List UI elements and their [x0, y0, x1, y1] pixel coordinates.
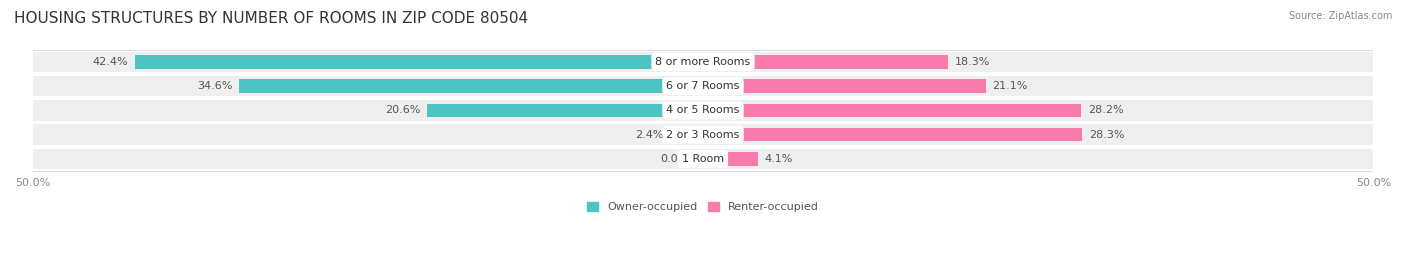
- Text: 18.3%: 18.3%: [955, 57, 990, 67]
- Bar: [32, 149, 703, 169]
- Bar: [703, 104, 1081, 117]
- Bar: [671, 128, 703, 141]
- Text: 0.06%: 0.06%: [661, 154, 696, 164]
- Bar: [32, 76, 703, 97]
- Text: 1 Room: 1 Room: [682, 154, 724, 164]
- Text: 28.3%: 28.3%: [1090, 130, 1125, 140]
- Text: 20.6%: 20.6%: [385, 105, 420, 115]
- Bar: [703, 152, 758, 166]
- Text: 28.2%: 28.2%: [1088, 105, 1123, 115]
- Bar: [427, 104, 703, 117]
- Bar: [703, 55, 949, 69]
- Text: HOUSING STRUCTURES BY NUMBER OF ROOMS IN ZIP CODE 80504: HOUSING STRUCTURES BY NUMBER OF ROOMS IN…: [14, 11, 529, 26]
- Text: 21.1%: 21.1%: [993, 81, 1028, 91]
- Bar: [703, 149, 1374, 169]
- Text: 2.4%: 2.4%: [636, 130, 664, 140]
- Legend: Owner-occupied, Renter-occupied: Owner-occupied, Renter-occupied: [586, 202, 820, 212]
- Bar: [32, 125, 703, 145]
- Bar: [32, 100, 703, 121]
- Text: Source: ZipAtlas.com: Source: ZipAtlas.com: [1288, 11, 1392, 21]
- Bar: [703, 79, 986, 93]
- Text: 4 or 5 Rooms: 4 or 5 Rooms: [666, 105, 740, 115]
- Bar: [703, 128, 1083, 141]
- Bar: [703, 76, 1374, 97]
- Bar: [239, 79, 703, 93]
- Text: 6 or 7 Rooms: 6 or 7 Rooms: [666, 81, 740, 91]
- Bar: [32, 52, 703, 72]
- Bar: [703, 52, 1374, 72]
- Text: 42.4%: 42.4%: [93, 57, 128, 67]
- Bar: [135, 55, 703, 69]
- Bar: [703, 100, 1374, 121]
- Text: 2 or 3 Rooms: 2 or 3 Rooms: [666, 130, 740, 140]
- Text: 8 or more Rooms: 8 or more Rooms: [655, 57, 751, 67]
- Text: 4.1%: 4.1%: [765, 154, 793, 164]
- Text: 34.6%: 34.6%: [197, 81, 232, 91]
- Bar: [703, 125, 1374, 145]
